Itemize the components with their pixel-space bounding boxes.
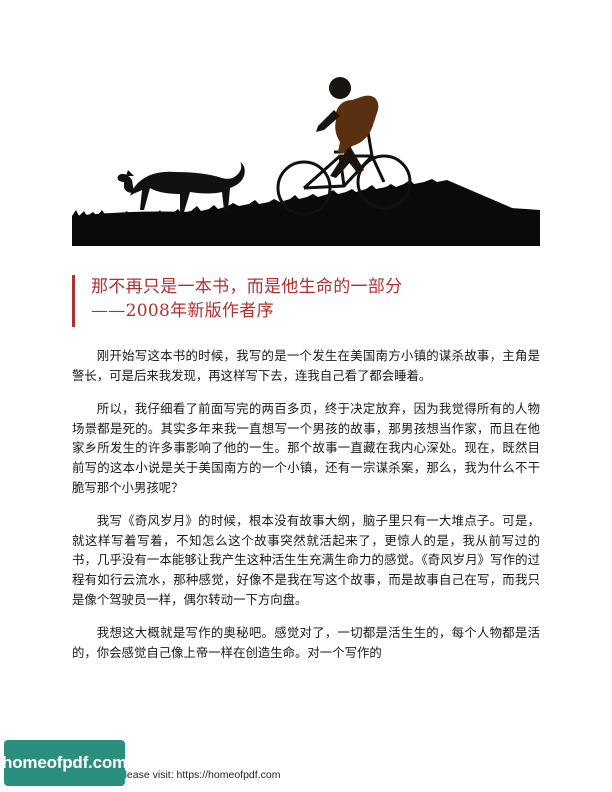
chapter-heading: 那不再只是一本书，而是他生命的一部分 ——2008年新版作者序 [72, 275, 540, 327]
boy-bicycle-dog-silhouette [72, 77, 540, 246]
paragraph-2: 所以，我仔细看了前面写完的两百多页，终于决定放弃，因为我觉得所有的人物场景都是死… [72, 401, 540, 495]
logo-text: homeofpdf.com [2, 753, 127, 772]
paragraph-3: 我写《奇风岁月》的时候，根本没有故事大纲，脑子里只有一大堆点子。可是，就这样写着… [72, 513, 540, 607]
preface-body: 刚开始写这本书的时候，我写的是一个发生在美国南方小镇的谋杀故事，主角是警长，可是… [72, 346, 540, 676]
visit-notice: e please visit: https://homeofpdf.com [110, 769, 280, 781]
heading-title: 那不再只是一本书，而是他生命的一部分 [91, 277, 403, 297]
page-footer: e please visit: https://homeofpdf.com ho… [0, 740, 612, 792]
visit-prefix: e please visit: [110, 769, 177, 781]
visit-link[interactable]: https://homeofpdf.com [176, 769, 281, 781]
homeofpdf-logo[interactable]: homeofpdf.com [2, 740, 127, 786]
paragraph-1: 刚开始写这本书的时候，我写的是一个发生在美国南方小镇的谋杀故事，主角是警长，可是… [72, 348, 540, 383]
header-illustration [72, 60, 540, 246]
heading-subtitle: ——2008年新版作者序 [91, 301, 274, 321]
paragraph-4: 我想这大概就是写作的奥秘吧。感觉对了，一切都是活生生的，每个人物都是活的，你会感… [72, 625, 540, 660]
